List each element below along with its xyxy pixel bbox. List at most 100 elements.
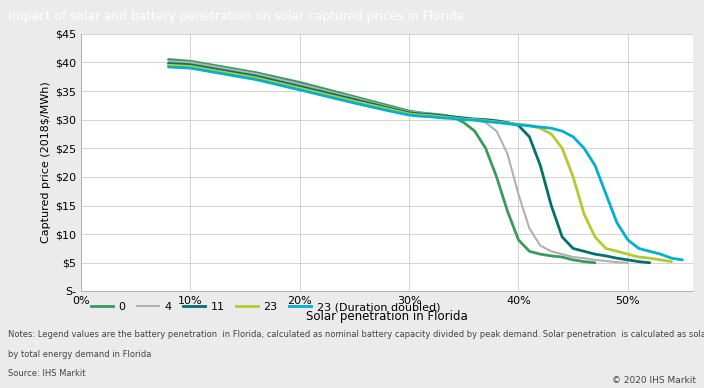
23: [416, 113, 425, 118]
11: [569, 246, 577, 251]
11: [427, 112, 435, 117]
4: [547, 249, 555, 254]
23 (Duration doubled): [448, 116, 457, 121]
0: [470, 129, 479, 133]
11: [591, 252, 599, 256]
0: [405, 109, 413, 113]
23: [219, 70, 227, 74]
23: [164, 63, 172, 68]
23 (Duration doubled): [252, 77, 260, 82]
11: [503, 120, 512, 125]
4: [350, 95, 358, 100]
23 (Duration doubled): [569, 135, 577, 139]
23: [482, 118, 490, 123]
23 (Duration doubled): [525, 124, 534, 128]
0: [547, 254, 555, 258]
4: [503, 152, 512, 156]
23: [296, 86, 304, 90]
23 (Duration doubled): [678, 258, 686, 262]
4: [602, 259, 610, 263]
X-axis label: Solar penetration in Florida: Solar penetration in Florida: [306, 310, 468, 324]
23: [569, 175, 577, 179]
Text: by total energy demand in Florida: by total energy demand in Florida: [8, 350, 152, 359]
4: [405, 109, 413, 114]
23: [186, 64, 194, 69]
Line: 23: 23: [168, 65, 672, 262]
11: [492, 118, 501, 123]
0: [350, 94, 358, 99]
23 (Duration doubled): [503, 121, 512, 126]
23 (Duration doubled): [612, 220, 621, 225]
11: [383, 105, 391, 110]
4: [514, 192, 522, 196]
11: [438, 113, 446, 118]
Y-axis label: Captured price (2018$/MWh): Captured price (2018$/MWh): [41, 82, 51, 243]
0: [525, 249, 534, 254]
23: [405, 112, 413, 116]
0: [164, 57, 172, 62]
4: [438, 113, 446, 118]
11: [612, 256, 621, 260]
23 (Duration doubled): [470, 118, 479, 123]
11: [634, 259, 643, 264]
11: [602, 254, 610, 258]
23: [667, 259, 676, 264]
23: [448, 116, 457, 120]
23: [470, 117, 479, 122]
23 (Duration doubled): [350, 101, 358, 106]
11: [186, 62, 194, 67]
0: [482, 146, 490, 151]
23 (Duration doubled): [624, 237, 632, 242]
4: [482, 120, 490, 125]
0: [383, 103, 391, 107]
0: [427, 112, 435, 116]
23: [580, 212, 589, 217]
4: [569, 255, 577, 259]
23 (Duration doubled): [405, 113, 413, 118]
Text: Source: IHS Markit: Source: IHS Markit: [8, 369, 86, 378]
11: [482, 117, 490, 122]
4: [591, 258, 599, 262]
0: [503, 209, 512, 213]
23 (Duration doubled): [164, 65, 172, 69]
23: [438, 114, 446, 119]
23 (Duration doubled): [383, 108, 391, 113]
11: [164, 61, 172, 66]
4: [164, 59, 172, 64]
11: [646, 260, 654, 265]
23 (Duration doubled): [416, 114, 425, 118]
Text: Impact of solar and battery penetration on solar captured prices in Florida: Impact of solar and battery penetration …: [8, 10, 465, 23]
Legend: 0, 4, 11, 23, 23 (Duration doubled): 0, 4, 11, 23, 23 (Duration doubled): [87, 298, 444, 317]
23 (Duration doubled): [482, 119, 490, 124]
23 (Duration doubled): [547, 126, 555, 130]
23 (Duration doubled): [558, 129, 567, 133]
23: [492, 120, 501, 124]
23 (Duration doubled): [438, 116, 446, 120]
23: [503, 121, 512, 125]
23: [612, 249, 621, 254]
0: [296, 80, 304, 85]
23 (Duration doubled): [591, 163, 599, 168]
0: [514, 237, 522, 242]
4: [383, 104, 391, 109]
0: [438, 113, 446, 118]
4: [624, 260, 632, 265]
0: [460, 120, 468, 125]
4: [536, 243, 545, 248]
4: [580, 256, 589, 260]
23 (Duration doubled): [634, 246, 643, 251]
0: [580, 259, 589, 264]
23: [383, 106, 391, 111]
4: [296, 82, 304, 87]
11: [525, 135, 534, 139]
Text: Notes: Legend values are the battery penetration  in Florida, calculated as nomi: Notes: Legend values are the battery pen…: [8, 330, 704, 339]
11: [460, 116, 468, 120]
23: [558, 146, 567, 151]
0: [536, 252, 545, 256]
0: [492, 175, 501, 179]
23: [427, 113, 435, 118]
4: [219, 66, 227, 71]
11: [547, 203, 555, 208]
4: [612, 260, 621, 265]
Text: © 2020 IHS Markit: © 2020 IHS Markit: [612, 376, 696, 385]
